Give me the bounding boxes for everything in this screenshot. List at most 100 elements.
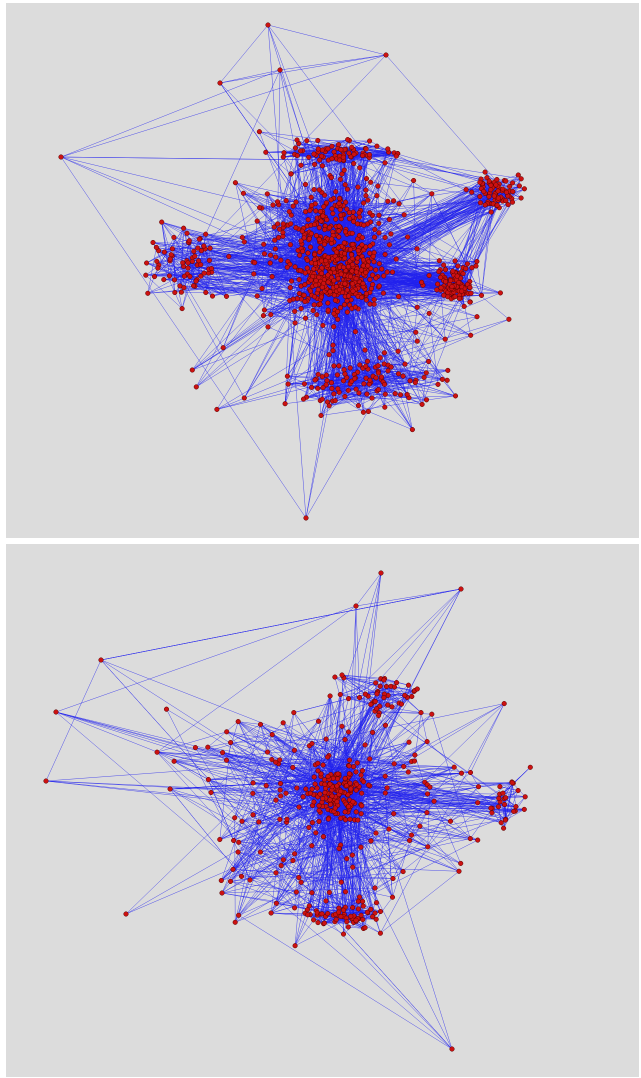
- graph-node: [405, 234, 411, 240]
- graph-node: [342, 817, 349, 823]
- graph-node: [325, 773, 331, 780]
- graph-node: [250, 812, 256, 818]
- graph-node: [477, 179, 483, 185]
- graph-node: [330, 342, 336, 348]
- graph-node: [365, 197, 371, 203]
- graph-node: [376, 712, 382, 719]
- graph-node: [302, 315, 309, 321]
- graph-node: [344, 919, 350, 925]
- graph-node: [449, 284, 455, 290]
- graph-node: [351, 764, 357, 770]
- graph-node: [342, 737, 348, 743]
- graph-node: [341, 907, 347, 913]
- graph-node: [500, 186, 506, 192]
- graph-node: [271, 224, 277, 230]
- graph-node: [328, 197, 334, 203]
- graph-node: [496, 795, 502, 801]
- graph-node: [331, 391, 337, 397]
- graph-node: [469, 265, 475, 271]
- graph-node: [308, 231, 314, 237]
- graph-node: [392, 391, 398, 397]
- graph-node: [388, 231, 394, 237]
- graph-node: [231, 837, 237, 844]
- graph-node: [374, 691, 380, 697]
- graph-node: [377, 355, 383, 361]
- graph-node: [232, 815, 238, 821]
- graph-node: [394, 680, 400, 686]
- graph-node: [423, 370, 429, 376]
- graph-node: [414, 246, 420, 252]
- graph-node: [353, 269, 359, 275]
- graph-node: [373, 680, 379, 686]
- graph-node: [332, 398, 338, 404]
- graph-node: [481, 188, 487, 194]
- graph-node: [482, 169, 488, 175]
- graph-node: [327, 289, 333, 295]
- graph-node: [332, 297, 338, 303]
- graph-node: [325, 146, 331, 152]
- graph-node: [361, 381, 367, 387]
- graph-node: [354, 781, 360, 787]
- graph-node: [413, 329, 419, 335]
- network-graph-top: [6, 3, 639, 538]
- graph-node: [335, 309, 341, 315]
- graph-node: [313, 233, 319, 239]
- graph-node: [359, 294, 365, 300]
- graph-node: [382, 391, 388, 397]
- graph-node: [319, 911, 325, 917]
- graph-node: [395, 371, 402, 377]
- graph-node: [236, 839, 242, 845]
- graph-node: [348, 913, 354, 919]
- graph-node: [374, 143, 380, 149]
- graph-node: [291, 747, 297, 753]
- graph-node: [317, 245, 323, 251]
- graph-node: [373, 375, 379, 381]
- graph-node: [281, 150, 287, 156]
- graph-node: [386, 242, 393, 248]
- graph-node: [268, 910, 274, 916]
- graph-node: [359, 768, 366, 774]
- graph-node: [309, 202, 315, 208]
- graph-node: [185, 260, 191, 266]
- graph-node: [521, 806, 527, 812]
- graph-node: [373, 916, 379, 922]
- graph-node: [43, 778, 49, 784]
- graph-node: [388, 364, 394, 370]
- graph-node: [318, 218, 324, 224]
- graph-node: [277, 780, 284, 787]
- graph-node: [484, 175, 490, 181]
- graph-node: [349, 262, 356, 268]
- graph-node: [370, 253, 376, 259]
- graph-node: [385, 368, 391, 374]
- graph-node: [350, 281, 356, 287]
- graph-node: [297, 267, 303, 273]
- graph-node: [439, 376, 445, 382]
- graph-node: [302, 298, 308, 305]
- graph-node: [311, 187, 317, 193]
- graph-node: [311, 799, 317, 805]
- graph-node: [521, 186, 527, 192]
- graph-node: [475, 800, 481, 806]
- graph-node: [393, 256, 399, 262]
- graph-node: [364, 909, 370, 915]
- graph-node: [373, 900, 380, 906]
- graph-node: [320, 322, 326, 328]
- graph-node: [402, 361, 408, 367]
- graph-node: [382, 790, 388, 796]
- graph-node: [350, 864, 356, 870]
- graph-node: [376, 230, 382, 236]
- graph-node: [348, 786, 354, 792]
- graph-node: [329, 385, 335, 392]
- graph-node: [424, 810, 430, 816]
- graph-node: [412, 752, 418, 758]
- graph-node: [320, 834, 326, 840]
- graph-node: [305, 250, 311, 256]
- graph-node: [277, 816, 283, 822]
- graph-node: [269, 732, 275, 738]
- graph-node: [360, 263, 366, 269]
- graph-node: [203, 289, 209, 296]
- graph-node: [363, 297, 369, 303]
- graph-node: [336, 195, 342, 201]
- graph-node: [309, 741, 315, 747]
- graph-node: [382, 773, 388, 779]
